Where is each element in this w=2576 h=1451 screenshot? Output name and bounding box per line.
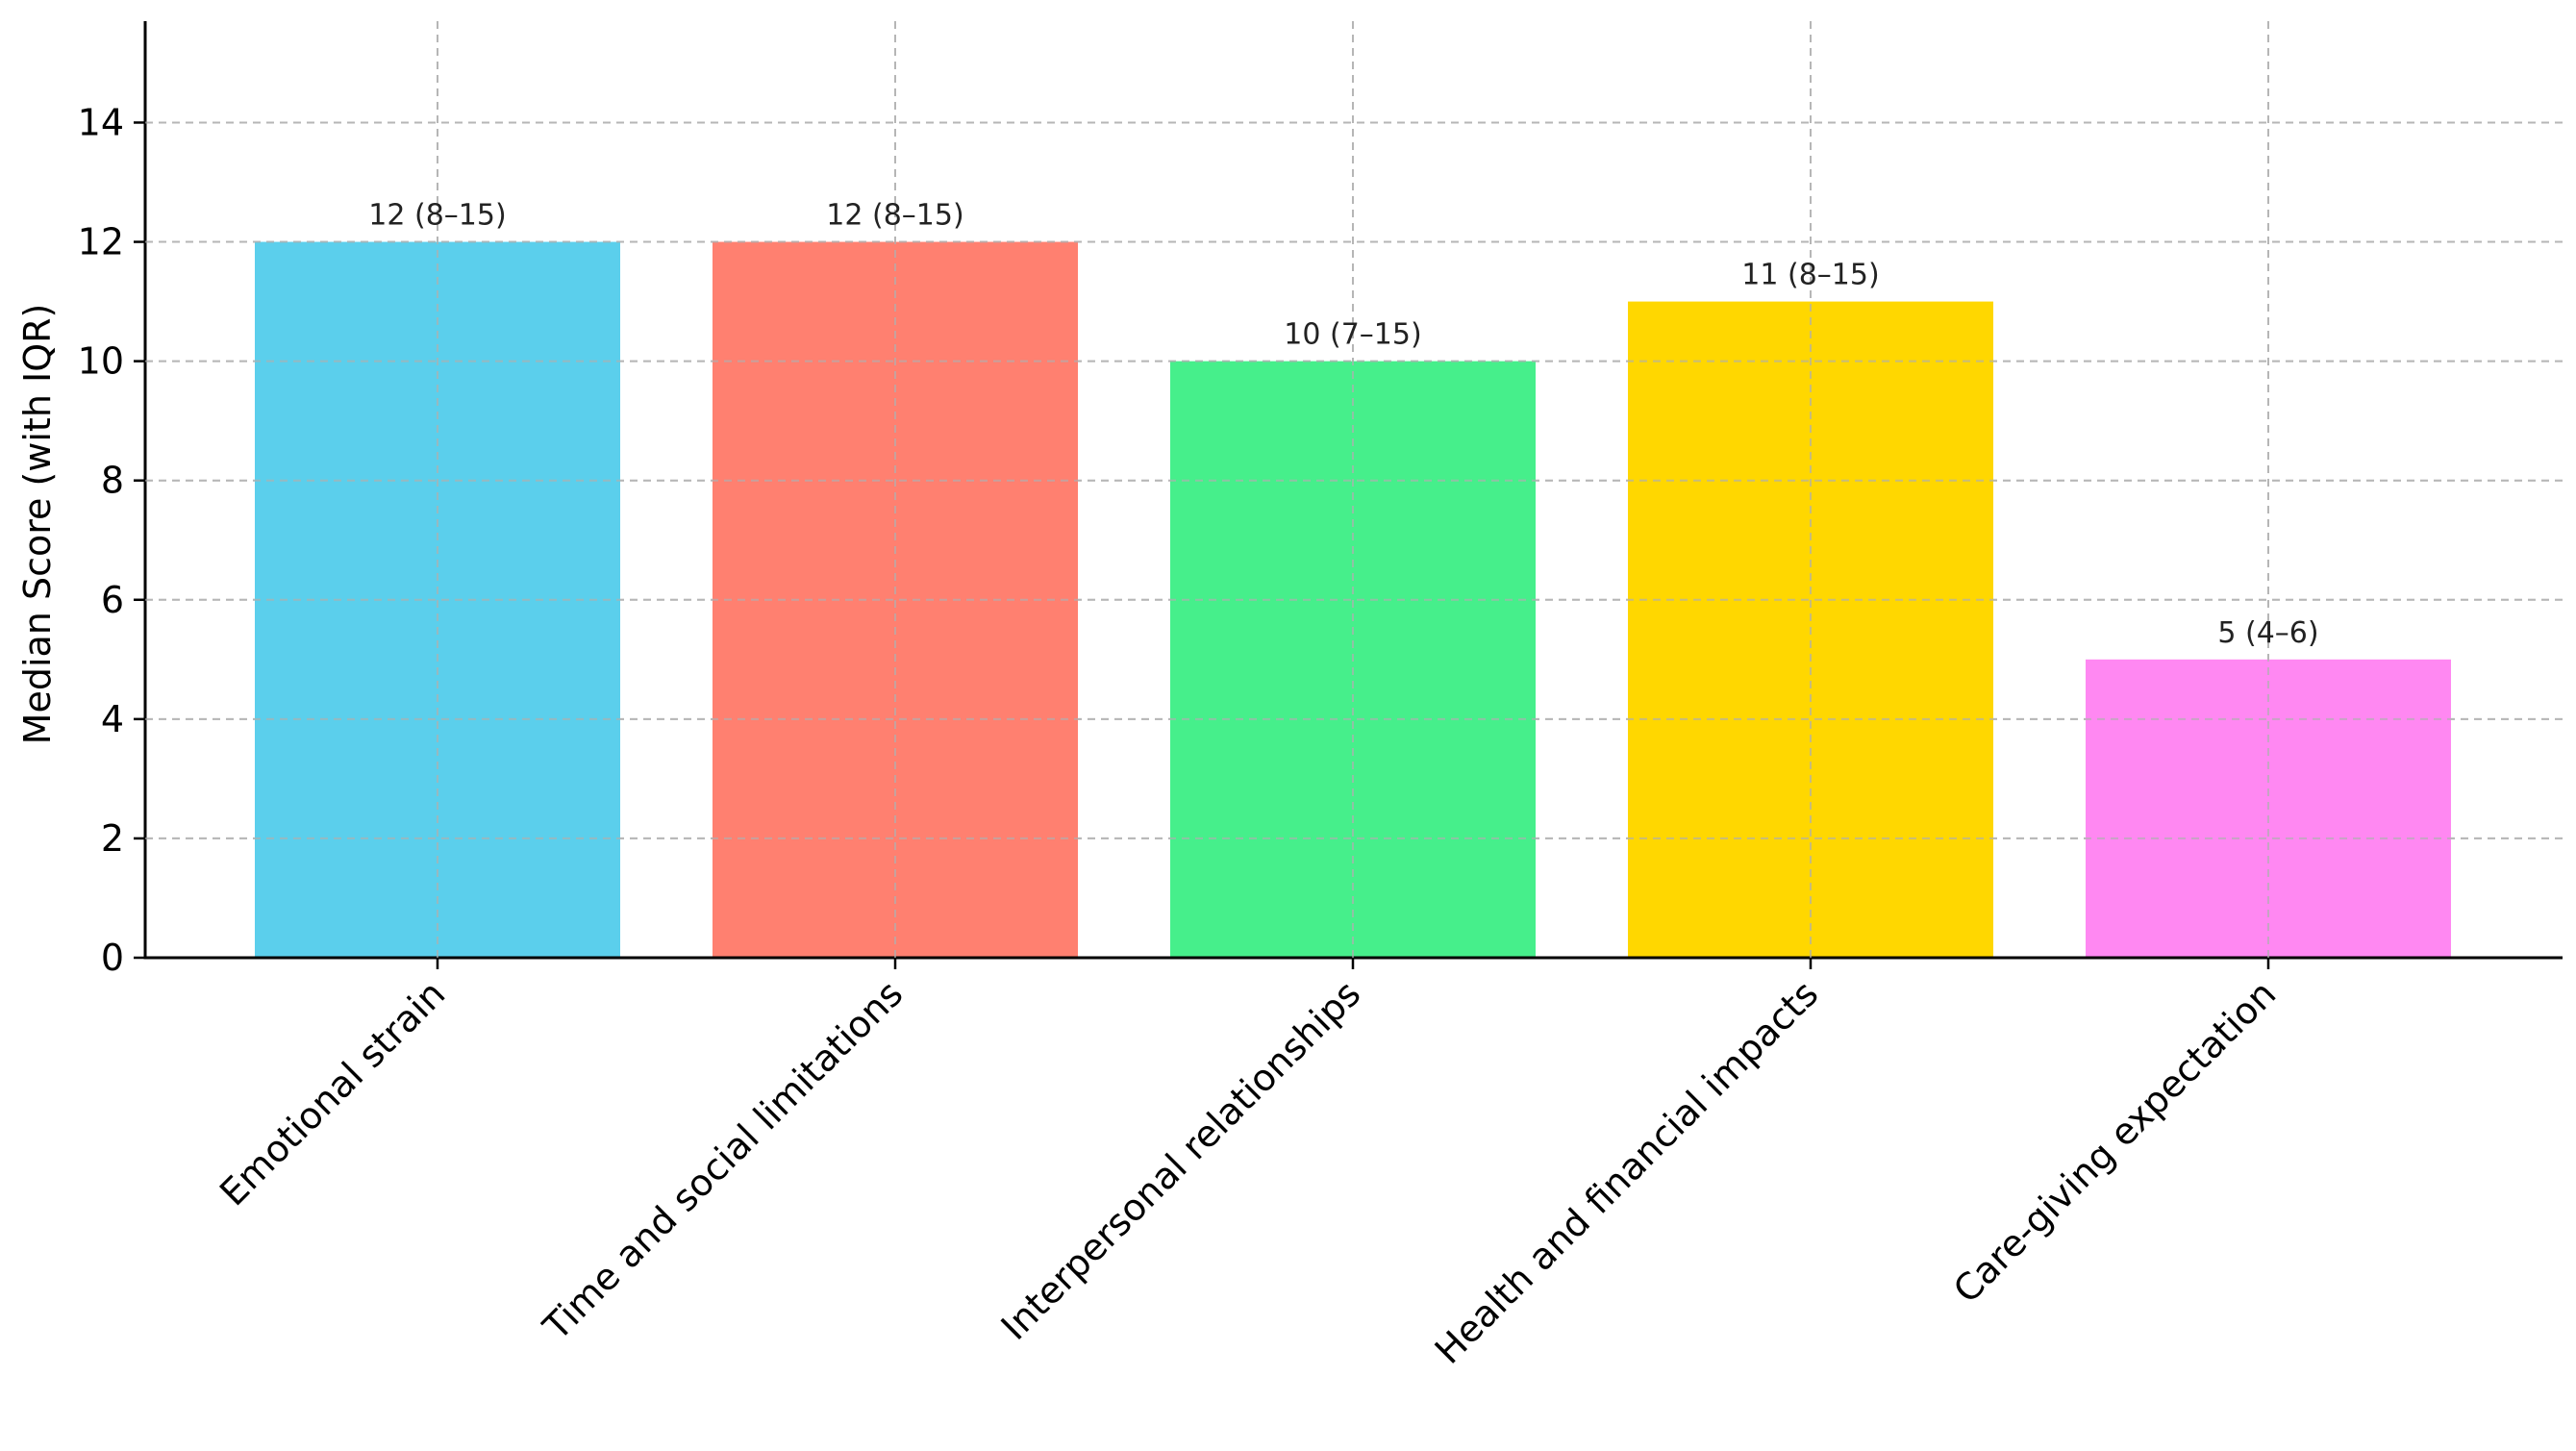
x-ticks: Emotional strain Time and social limitati… — [212, 958, 2284, 1372]
y-tick-label: 12 — [78, 221, 124, 263]
y-tick-label: 14 — [78, 101, 124, 143]
bar-value-label: 12 (8–15) — [368, 199, 506, 233]
bar-value-labels: 12 (8–15) 12 (8–15) 10 (7–15) 11 (8–15) 5 (4… — [145, 21, 2563, 958]
y-tick-label: 4 — [101, 698, 124, 740]
y-tick-label: 6 — [101, 579, 124, 621]
y-tick-label: 10 — [78, 340, 124, 383]
x-tick-label: Emotional strain — [212, 972, 453, 1213]
x-tick-label: Care-giving expectation — [1945, 972, 2284, 1311]
y-ticks: 0 2 4 6 8 10 12 14 — [78, 101, 145, 979]
x-tick-label: Health and financial impacts — [1427, 972, 1827, 1372]
y-tick-label: 2 — [101, 817, 124, 860]
x-tick-label: Interpersonal relationships — [993, 972, 1369, 1348]
x-tick-label: Time and social limitations — [535, 972, 911, 1348]
y-axis-title: Median Score (with IQR) — [16, 304, 59, 745]
bar-value-label: 11 (8–15) — [1741, 259, 1879, 292]
bar-value-label: 5 (4–6) — [2217, 616, 2318, 650]
bar-value-label: 12 (8–15) — [826, 199, 963, 233]
y-tick-label: 8 — [101, 460, 124, 502]
y-tick-label: 0 — [101, 937, 124, 979]
bar-value-label: 10 (7–15) — [1284, 318, 1421, 352]
